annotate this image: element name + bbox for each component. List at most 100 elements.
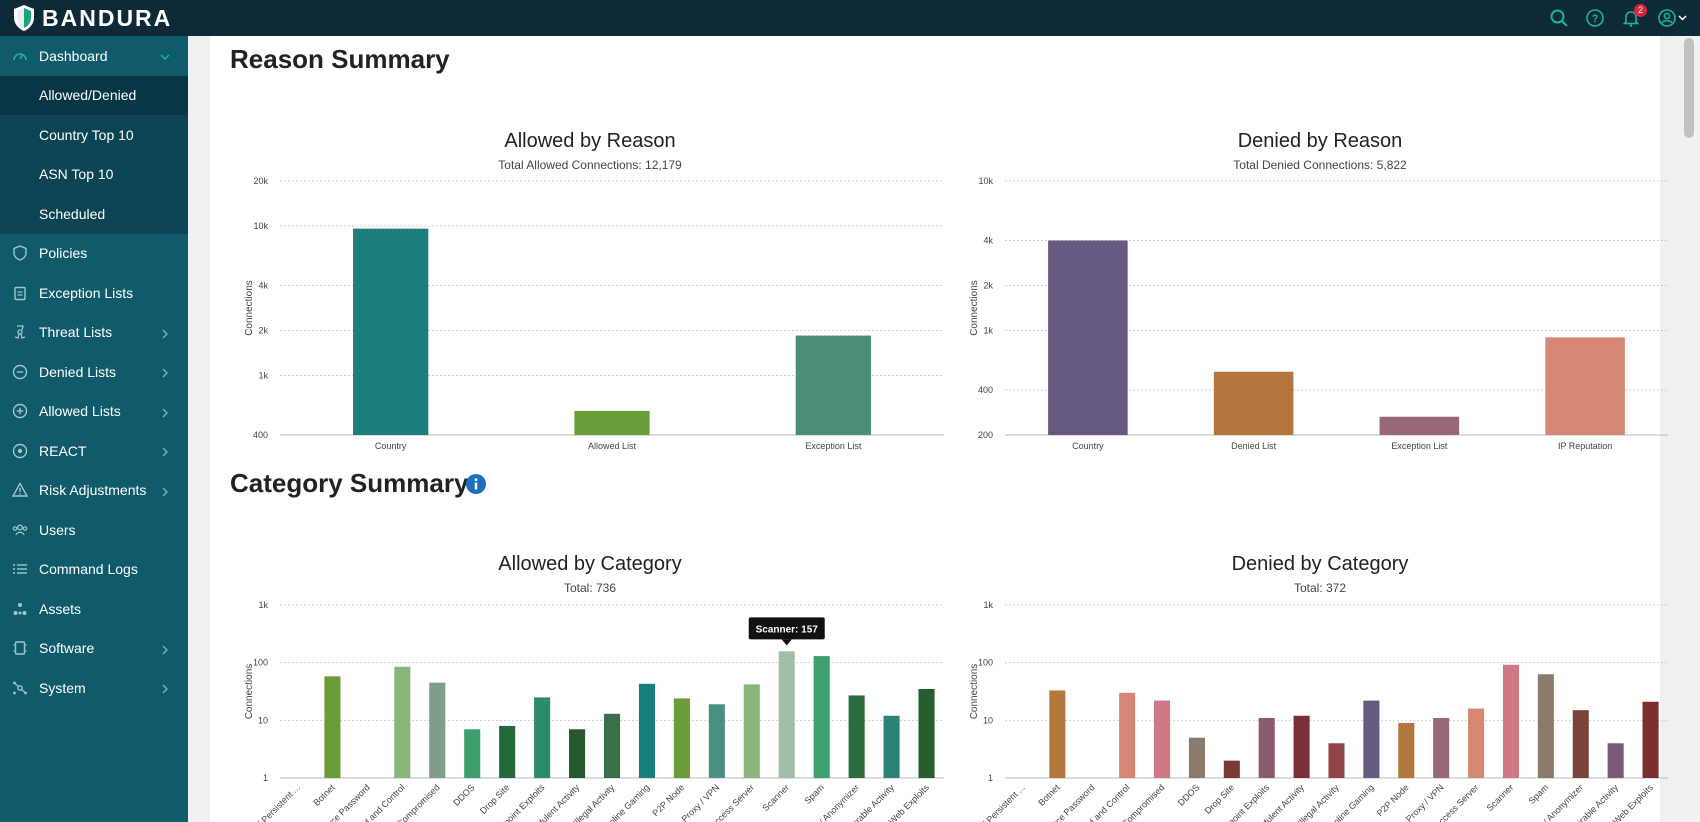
bar	[1154, 700, 1171, 778]
bar	[848, 695, 865, 778]
sidebar-item-threat-lists[interactable]: Threat Lists	[0, 313, 188, 353]
x-tick-label: Scanner	[760, 782, 791, 813]
y-axis-title: Connections	[969, 280, 980, 336]
x-tick-label: Scanner	[1485, 782, 1516, 813]
bar	[1188, 737, 1205, 778]
sidebar-item-system[interactable]: System	[0, 668, 188, 708]
y-tick-label: 1k	[983, 600, 993, 610]
sidebar-item-assets[interactable]: Assets	[0, 589, 188, 629]
sidebar-item-label: Risk Adjustments	[39, 482, 147, 499]
list-icon	[12, 561, 28, 577]
sidebar-item-label: Policies	[39, 245, 88, 262]
top-icons: ? 2	[1548, 0, 1690, 36]
bar	[1572, 710, 1589, 778]
sidebar-item-react[interactable]: REACT	[0, 431, 188, 471]
sidebar-item-label: System	[39, 679, 86, 696]
help-icon[interactable]: ?	[1584, 7, 1606, 29]
bar	[1213, 371, 1294, 435]
bar	[1642, 701, 1659, 778]
allowed-by-reason-plot: Connections 400 1k 2k 4k 10k 20k Country Allowed…	[244, 176, 944, 451]
scrollbar-thumb[interactable]	[1684, 38, 1694, 138]
y-tick-label: 100	[978, 658, 993, 668]
bar	[1363, 700, 1380, 778]
chart-subtitle: Total: 372	[1293, 581, 1347, 595]
sidebar-item-software[interactable]: Software	[0, 629, 188, 669]
y-tick-label: 10	[258, 715, 268, 725]
sidebar-item-label: Software	[39, 640, 95, 657]
sidebar-subitem-asn-top-10[interactable]: ASN Top 10	[0, 155, 188, 195]
bar	[1607, 743, 1624, 778]
x-tick-label: P2P Node	[650, 782, 686, 818]
top-bar: BANDURA ? 2	[0, 0, 1700, 36]
bar	[638, 683, 655, 778]
sidebar-item-exception-lists[interactable]: Exception Lists	[0, 273, 188, 313]
bar	[499, 725, 516, 778]
y-tick-label: 1k	[983, 326, 993, 336]
chart-subtitle: Total: 736	[563, 581, 617, 595]
bar	[813, 656, 830, 778]
sidebar-subitem-scheduled[interactable]: Scheduled	[0, 194, 188, 234]
y-tick-label: 2k	[258, 326, 268, 336]
system-icon	[12, 680, 28, 696]
x-tick-label: Advanced Persistent ...	[230, 782, 302, 822]
main-content: Reason Summary Category Summary Allowed …	[188, 36, 1678, 822]
bell-icon[interactable]: 2	[1620, 4, 1647, 29]
bar	[778, 651, 795, 778]
bar	[1119, 692, 1136, 778]
bar	[1433, 717, 1450, 778]
sidebar-subitem-country-top-10[interactable]: Country Top 10	[0, 115, 188, 155]
bar	[1258, 717, 1275, 778]
y-tick-label: 200	[978, 430, 993, 440]
info-icon[interactable]	[466, 474, 486, 499]
sidebar-item-label: Denied Lists	[39, 363, 117, 380]
sidebar-item-risk-adjustments[interactable]: Risk Adjustments	[0, 471, 188, 511]
search-icon[interactable]	[1548, 7, 1570, 29]
y-axis-title: Connections	[969, 664, 980, 720]
sidebar-item-command-logs[interactable]: Command Logs	[0, 550, 188, 590]
y-tick-label: 100	[253, 658, 268, 668]
sidebar-item-policies[interactable]: Policies	[0, 234, 188, 274]
allowed-by-reason-chart: Allowed by Reason Total Allowed Connecti…	[230, 90, 950, 460]
notification-badge: 2	[1634, 4, 1647, 17]
y-tick-label: 4k	[258, 280, 268, 290]
bar	[1049, 690, 1066, 778]
brand-logo[interactable]: BANDURA	[12, 4, 172, 32]
sidebar-item-users[interactable]: Users	[0, 510, 188, 550]
users-icon	[12, 522, 28, 538]
chevron-right-icon	[160, 484, 170, 500]
brand-name: BANDURA	[42, 4, 173, 31]
bar	[795, 335, 871, 435]
vertical-scrollbar[interactable]	[1678, 36, 1700, 822]
dashboard-panel: Reason Summary Category Summary Allowed …	[210, 36, 1668, 822]
sidebar-subitem-label: ASN Top 10	[39, 166, 114, 183]
bar	[324, 676, 341, 778]
sidebar-item-label: Command Logs	[39, 561, 138, 578]
y-tick-label: 1	[988, 773, 993, 783]
reason-summary-title: Reason Summary	[230, 44, 450, 74]
denied-by-reason-chart: Denied by Reason Total Denied Connection…	[960, 90, 1680, 460]
y-tick-label: 4k	[983, 235, 993, 245]
sidebar-item-allowed-lists[interactable]: Allowed Lists	[0, 392, 188, 432]
x-tick-label: Spam	[802, 782, 826, 806]
y-tick-label: 400	[253, 430, 268, 440]
bar	[883, 715, 900, 778]
sidebar-subitem-allowed-denied[interactable]: Allowed/Denied	[0, 75, 188, 115]
x-tick-label: Exception List	[805, 441, 862, 451]
sidebar-item-label: Allowed Lists	[39, 403, 121, 420]
denied-by-category-plot: Connections 1 10 100 1k Advanced Persistent .…	[960, 600, 1668, 822]
dashboard-subnav: Allowed/Denied Country Top 10 ASN Top 10…	[0, 75, 188, 234]
bar	[574, 410, 650, 435]
svg-text:?: ?	[1592, 13, 1599, 25]
sidebar-item-dashboard[interactable]: Dashboard	[0, 36, 188, 76]
x-tick-label: DDOS	[451, 782, 476, 807]
tooltip-box	[748, 617, 825, 640]
sidebar-item-label: REACT	[39, 442, 87, 459]
plus-circle-icon	[12, 403, 28, 419]
user-icon[interactable]	[1656, 7, 1690, 29]
sidebar-item-denied-lists[interactable]: Denied Lists	[0, 352, 188, 392]
bar	[429, 682, 446, 778]
dashboard-gauge-icon	[12, 48, 28, 64]
bar	[918, 688, 935, 778]
sidebar-nav-list: Policies Exception Lists Threat Lists Denie…	[0, 234, 188, 708]
chart-title: Denied by Category	[1231, 553, 1409, 575]
